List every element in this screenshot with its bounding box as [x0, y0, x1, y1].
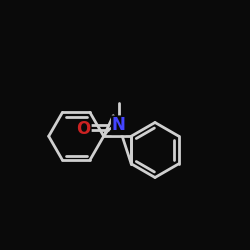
Text: N: N [112, 116, 126, 134]
Text: O: O [76, 120, 91, 138]
